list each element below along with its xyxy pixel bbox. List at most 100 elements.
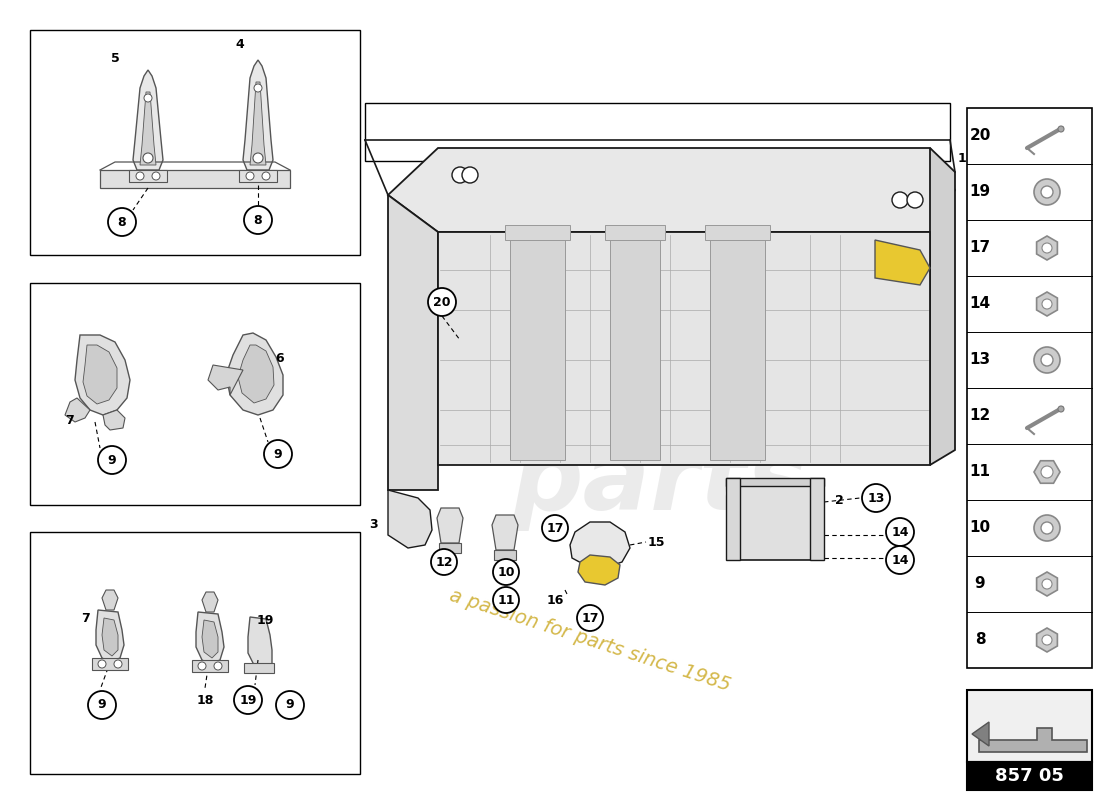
Circle shape — [152, 172, 160, 180]
Text: 14: 14 — [969, 297, 991, 311]
Text: 9: 9 — [108, 454, 117, 466]
Text: 6: 6 — [276, 351, 284, 365]
Polygon shape — [730, 482, 820, 560]
Circle shape — [493, 559, 519, 585]
Circle shape — [1042, 299, 1052, 309]
Text: 7: 7 — [66, 414, 75, 426]
Polygon shape — [196, 612, 224, 664]
Bar — [30, 283, 360, 505]
Circle shape — [886, 518, 914, 546]
Circle shape — [234, 686, 262, 714]
Circle shape — [98, 660, 106, 668]
Circle shape — [1058, 406, 1064, 412]
Polygon shape — [610, 235, 660, 460]
Polygon shape — [437, 508, 463, 543]
Circle shape — [114, 660, 122, 668]
Circle shape — [542, 515, 568, 541]
Text: 15: 15 — [648, 535, 666, 549]
Bar — [30, 532, 360, 774]
Polygon shape — [96, 610, 124, 662]
Polygon shape — [102, 590, 118, 610]
Text: 10: 10 — [969, 521, 991, 535]
Bar — [239, 170, 277, 182]
Polygon shape — [1036, 628, 1057, 652]
Circle shape — [1042, 635, 1052, 645]
Text: 4: 4 — [235, 38, 244, 51]
Circle shape — [1041, 354, 1053, 366]
Text: 17: 17 — [969, 241, 991, 255]
Circle shape — [493, 587, 519, 613]
Circle shape — [862, 484, 890, 512]
Polygon shape — [930, 148, 955, 465]
Polygon shape — [140, 92, 156, 165]
Bar — [726, 478, 740, 560]
Polygon shape — [226, 333, 283, 415]
Text: 19: 19 — [969, 185, 991, 199]
Bar — [365, 103, 950, 161]
Text: 857 05: 857 05 — [996, 767, 1064, 785]
Bar — [726, 478, 824, 486]
Circle shape — [276, 691, 304, 719]
Circle shape — [462, 167, 478, 183]
Polygon shape — [438, 232, 930, 465]
Circle shape — [214, 662, 222, 670]
Bar — [810, 478, 824, 560]
Polygon shape — [710, 235, 764, 460]
Bar — [100, 170, 290, 188]
Polygon shape — [388, 195, 438, 490]
Bar — [967, 690, 1092, 762]
Text: 2: 2 — [835, 494, 844, 506]
Polygon shape — [250, 82, 266, 165]
Circle shape — [1042, 243, 1052, 253]
Polygon shape — [208, 365, 243, 395]
Bar — [192, 660, 228, 672]
Polygon shape — [75, 335, 130, 415]
Circle shape — [143, 153, 153, 163]
Circle shape — [1058, 126, 1064, 132]
Circle shape — [1041, 466, 1053, 478]
Circle shape — [88, 691, 116, 719]
Bar — [705, 225, 770, 240]
Polygon shape — [1034, 461, 1060, 483]
Circle shape — [264, 440, 292, 468]
Text: 17: 17 — [547, 522, 563, 534]
Text: 20: 20 — [433, 295, 451, 309]
Bar — [967, 108, 1092, 668]
Text: 19: 19 — [256, 614, 274, 626]
Circle shape — [1041, 186, 1053, 198]
Text: 9: 9 — [98, 698, 107, 711]
Text: 8: 8 — [254, 214, 262, 226]
Circle shape — [98, 446, 126, 474]
Circle shape — [244, 206, 272, 234]
Text: 7: 7 — [80, 611, 89, 625]
Circle shape — [246, 172, 254, 180]
Circle shape — [1042, 579, 1052, 589]
Circle shape — [1034, 347, 1060, 373]
Circle shape — [136, 172, 144, 180]
Polygon shape — [388, 490, 432, 548]
Bar — [967, 762, 1092, 790]
Text: 8: 8 — [975, 633, 986, 647]
Text: 13: 13 — [867, 491, 884, 505]
Text: 14: 14 — [891, 526, 909, 538]
Polygon shape — [1036, 572, 1057, 596]
Text: 12: 12 — [436, 555, 453, 569]
Polygon shape — [202, 592, 218, 612]
Circle shape — [254, 84, 262, 92]
Text: 13: 13 — [969, 353, 991, 367]
Bar — [30, 30, 360, 255]
Circle shape — [198, 662, 206, 670]
Text: 16: 16 — [547, 594, 563, 606]
Circle shape — [144, 94, 152, 102]
Bar — [439, 543, 461, 553]
Text: 20: 20 — [969, 129, 991, 143]
Polygon shape — [133, 70, 163, 170]
Circle shape — [1034, 179, 1060, 205]
Bar — [605, 225, 665, 240]
Polygon shape — [202, 620, 218, 658]
Polygon shape — [570, 522, 630, 568]
Polygon shape — [1036, 236, 1057, 260]
Circle shape — [262, 172, 270, 180]
Text: 12: 12 — [969, 409, 991, 423]
Bar — [244, 663, 274, 673]
